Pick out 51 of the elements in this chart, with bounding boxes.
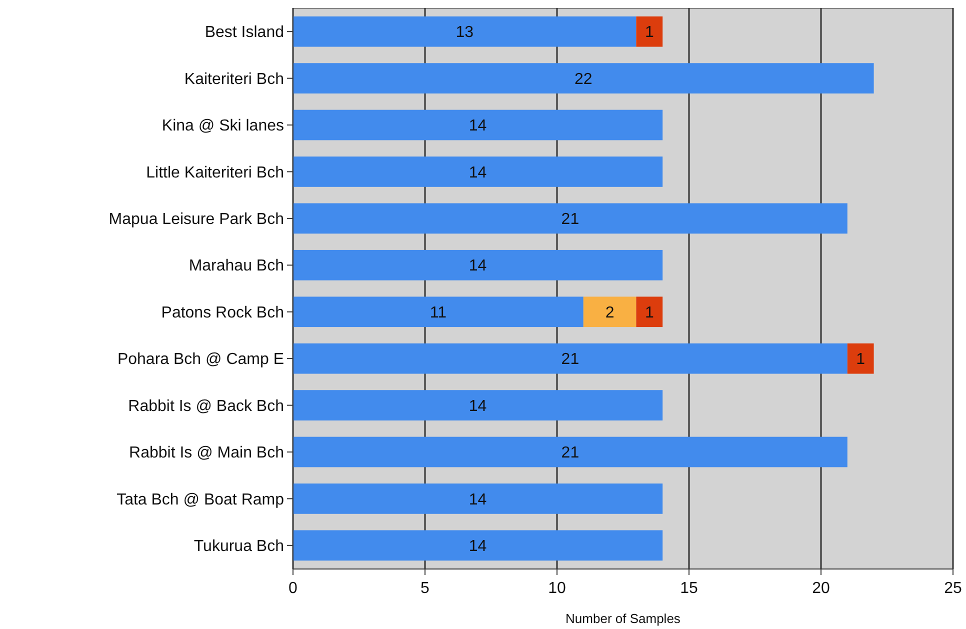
data-label: 21 [561, 351, 580, 368]
data-label: 21 [561, 211, 580, 228]
data-label: 14 [468, 258, 487, 275]
bar [293, 16, 636, 47]
y-tick-label: Kina @ Ski lanes [162, 118, 284, 135]
data-label: 14 [468, 118, 487, 135]
x-tick-label: 10 [548, 580, 566, 597]
x-tick-label: 15 [680, 580, 698, 597]
bar [293, 250, 663, 280]
x-tick-label: 25 [944, 580, 962, 597]
x-tick-label: 20 [812, 580, 830, 597]
data-label: 13 [456, 24, 474, 42]
data-label: 14 [468, 398, 487, 415]
bar [293, 436, 848, 468]
data-label: 14 [468, 164, 487, 182]
data-label: 14 [468, 538, 487, 556]
data-label: 1 [644, 304, 654, 322]
y-tick-label: Pohara Bch @ Camp E [117, 351, 284, 368]
bar [293, 343, 848, 374]
y-tick-label: Rabbit Is @ Back Bch [128, 398, 284, 415]
bar [847, 343, 874, 374]
x-axis-title: Number of Samples [566, 611, 681, 626]
x-tick-label: 5 [420, 580, 430, 597]
bar [293, 203, 848, 234]
bar [636, 16, 663, 47]
data-label: 21 [561, 444, 580, 462]
bar [293, 110, 663, 140]
bar [636, 296, 663, 328]
y-tick-label: Patons Rock Bch [161, 304, 284, 322]
y-tick-label: Tata Bch @ Boat Ramp [116, 491, 284, 508]
y-tick-label: Best Island [204, 24, 284, 42]
bar [583, 296, 636, 328]
x-tick-label: 0 [288, 580, 298, 597]
bar [293, 63, 874, 94]
data-label: 14 [468, 491, 487, 508]
bar [293, 156, 663, 187]
bar [293, 296, 584, 328]
bar [293, 390, 663, 420]
y-tick-label: Mapua Leisure Park Bch [108, 211, 284, 228]
y-tick-label: Kaiteriteri Bch [184, 70, 284, 88]
data-label: 1 [644, 24, 654, 42]
bar [293, 530, 663, 561]
data-label: 22 [574, 70, 592, 88]
data-label: 11 [430, 304, 447, 322]
y-tick-label: Marahau Bch [188, 258, 284, 275]
y-tick-label: Little Kaiteriteri Bch [146, 164, 284, 182]
y-tick-label: Rabbit Is @ Main Bch [129, 444, 284, 462]
bar [293, 484, 663, 514]
y-tick-label: Tukurua Bch [194, 538, 284, 556]
data-label: 1 [856, 351, 866, 368]
data-label: 2 [605, 304, 614, 322]
